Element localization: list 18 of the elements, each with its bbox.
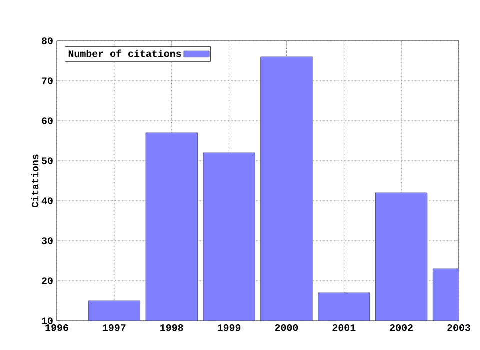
legend-label: Number of citations [68, 50, 182, 58]
x-tick-label: 1997 [103, 324, 126, 332]
y-tick-label: 30 [42, 238, 53, 244]
y-tick-label: 70 [42, 78, 53, 84]
x-tick-label: 1998 [160, 324, 184, 332]
y-tick-label: 40 [42, 198, 53, 204]
y-tick-label: 50 [42, 158, 53, 164]
y-tick-label: 60 [42, 118, 53, 124]
x-tick-label: 2002 [390, 324, 413, 332]
y-axis-title: Citations [31, 154, 39, 208]
y-tick-label: 80 [42, 38, 53, 44]
y-tick-label: 20 [42, 278, 53, 284]
x-tick-label: 1996 [46, 324, 68, 332]
y-tick-label: 10 [42, 318, 53, 324]
x-tick-label: 2003 [448, 324, 470, 332]
x-tick-label: 2001 [332, 324, 356, 332]
x-tick-label: 2000 [275, 324, 298, 332]
x-tick-label: 1999 [218, 324, 241, 332]
